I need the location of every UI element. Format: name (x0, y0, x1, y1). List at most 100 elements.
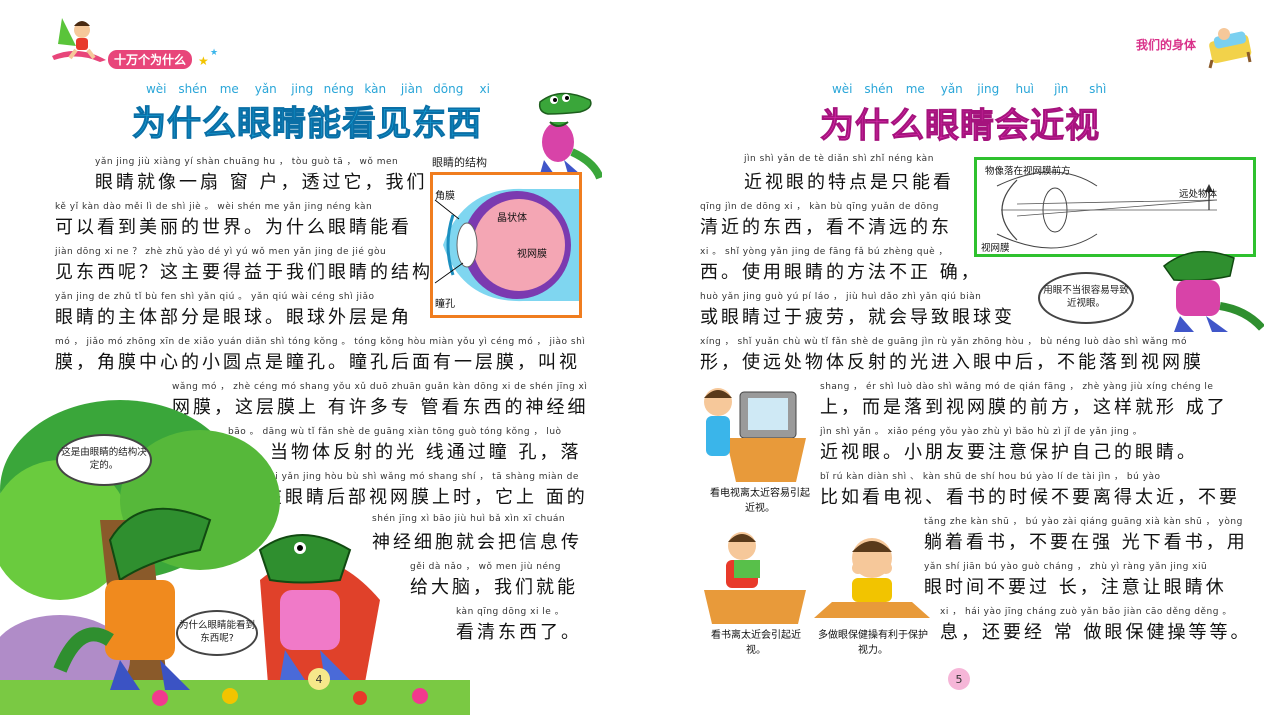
kid-reading-illustration (704, 532, 806, 624)
label-pupil: 瞳孔 (435, 299, 455, 310)
title-pinyin-syllable: me (905, 82, 925, 96)
kid-eye-exercise-illustration (814, 538, 930, 618)
caption-tv: 看电视离太近容易引起近视。 (710, 488, 810, 514)
myopia-diagram: 物像落在视网膜前方 远处物体 视网膜 (974, 157, 1256, 257)
pinyin-line: yǎn jing de zhǔ tǐ bù fen shì yǎn qiú 。 … (55, 292, 375, 302)
title-pinyin-syllable: huì (1015, 82, 1035, 96)
text-line: xi ， hái yào jīng cháng zuò yǎn bǎo jiàn… (940, 604, 1251, 644)
kid-watching-tv-illustration (704, 388, 806, 482)
series-title: 十万个为什么 (108, 50, 193, 69)
hanzi-line: 近视眼的特点是只能看 (744, 172, 954, 193)
pinyin-line: gěi dà nǎo ， wǒ men jiù néng (410, 562, 561, 572)
label-retina: 视网膜 (517, 249, 547, 260)
title-pinyin-syllable: kàn (364, 82, 387, 96)
speech-bubble: 这是由眼睛的结构决定的。 (56, 434, 152, 486)
title-pinyin: wèi shén me yǎn jing néng kàn jiàn dōng xi (138, 82, 503, 96)
text-line: jìn shì yǎn 。 xiǎo péng yǒu yào zhù yì b… (820, 424, 1198, 464)
pinyin-line: huò yǎn jing guò yú pí láo ， jiù huì dǎo… (700, 292, 982, 302)
forest-crocodiles-illustration (0, 400, 470, 715)
section-badge: 我们的身体 (1136, 20, 1256, 70)
pinyin-line: kě yǐ kàn dào měi lì de shì jiè 。 wèi sh… (55, 202, 373, 212)
hanzi-line: 神经细胞就会把信息传 (372, 532, 582, 553)
title-pinyin-syllable: shì (1089, 82, 1107, 96)
text-line: shén jīng xì bāo jiù huì bǎ xìn xī chuán… (372, 514, 582, 554)
hanzi-line: 网膜，这层膜上 有许多专 管看东西的神经细 (172, 397, 589, 418)
text-line: bǐ rú kàn diàn shì 、 kàn shū de shí hou … (820, 469, 1240, 509)
hanzi-line: 可以看到美丽的世界。为什么眼睛能看 (55, 217, 412, 238)
pinyin-line: yǎn shí jiān bú yào guò cháng ， zhù yì r… (924, 562, 1208, 572)
hanzi-line: 眼时间不要过 长，注意让眼睛休 (924, 577, 1227, 598)
hanzi-line: 眼睛的主体部分是眼球。眼球外层是角 (55, 307, 412, 328)
title-pinyin-syllable: shén (178, 82, 208, 96)
title-pinyin-syllable: wèi (145, 82, 167, 96)
text-line: huò yǎn jing guò yú pí láo ， jiù huì dǎo… (700, 289, 1015, 329)
text-line: kě yǐ kàn dào měi lì de shì jiè 。 wèi sh… (55, 199, 412, 239)
star-icon: ★ (210, 48, 219, 58)
hanzi-line: 形，使远处物体反射的光进入眼中后，不能落到视网膜 (700, 352, 1204, 373)
text-line: yǎn shí jiān bú yào guò cháng ， zhù yì r… (924, 559, 1227, 599)
title-pinyin-syllable: jing (291, 82, 314, 96)
title-pinyin-syllable: me (219, 82, 239, 96)
diagram-caption: 物像落在视网膜前方 (985, 166, 1071, 177)
surfing-kid-icon (52, 18, 106, 62)
pinyin-line: kàn qīng dōng xi le 。 (456, 607, 565, 617)
text-line: yǎn jing jiù xiàng yí shàn chuāng hu ， t… (95, 154, 427, 194)
title-pinyin-syllable: jìn (1054, 82, 1069, 96)
title-pinyin-syllable: xi (479, 82, 490, 96)
hanzi-line: 比如看电视、看书的时候不要离得太近，不要 (820, 487, 1240, 508)
label-lens: 晶状体 (497, 213, 527, 224)
pinyin-line: bǐ rú kàn diàn shì 、 kàn shū de shí hou … (820, 472, 1161, 482)
pinyin-line: xi 。 shǐ yòng yǎn jing de fāng fǎ bú zhè… (700, 247, 949, 257)
pinyin-line: wǎng mó ， zhè céng mó shang yǒu xǔ duō z… (172, 382, 588, 392)
text-line: kàn qīng dōng xi le 。看清东西了。 (456, 604, 582, 644)
pinyin-line: xi ， hái yào jīng cháng zuò yǎn bǎo jiàn… (940, 607, 1232, 617)
title-pinyin-syllable: wèi (831, 82, 853, 96)
text-line: tǎng zhe kàn shū ， bú yào zài qiáng guān… (924, 514, 1248, 554)
hanzi-line: 息，还要经 常 做眼保健操等等。 (940, 622, 1252, 643)
speech-bubble: 用眼不当很容易导致近视眼。 (1038, 272, 1134, 324)
star-icon: ★ (198, 54, 209, 68)
hanzi-line: 西。使用眼睛的方法不正 确， (700, 262, 982, 283)
pinyin-line: jìn shì yǎn de tè diǎn shì zhǐ néng kàn (744, 154, 934, 164)
text-line: bāo 。 dāng wù tǐ fǎn shè de guāng xiàn t… (228, 424, 581, 464)
title-pinyin-syllable: jiàn (400, 82, 423, 96)
hanzi-line: 近视眼。小朋友要注意保护自己的眼睛。 (820, 442, 1198, 463)
title-pinyin: wèi shén me yǎn jing huì jìn shì (824, 82, 1116, 96)
crocodile-illustration (538, 92, 602, 180)
text-line: jiàn dōng xi ne ？ zhè zhǔ yào dé yì yú w… (55, 244, 454, 284)
caption-book: 看书离太近会引起近视。 (711, 630, 801, 656)
pinyin-line: zài yǎn jing hòu bù shì wǎng mó shang sh… (264, 472, 579, 482)
title-pinyin-syllable: jing (977, 82, 1000, 96)
hanzi-line: 见东西呢？这主要得益于我们眼睛的结构。 (55, 262, 454, 283)
text-line: zài yǎn jing hòu bù shì wǎng mó shang sh… (264, 469, 588, 509)
text-line: shang ， ér shì luò dào shì wǎng mó de qi… (820, 379, 1228, 419)
pinyin-line: shang ， ér shì luò dào shì wǎng mó de qi… (820, 382, 1214, 392)
pinyin-line: shén jīng xì bāo jiù huì bǎ xìn xī chuán (372, 514, 566, 524)
section-title: 我们的身体 (1136, 38, 1197, 52)
series-badge: 十万个为什么 ★ ★ (48, 14, 219, 69)
hanzi-line: 眼睛就像一扇 窗 户，透过它，我们 (95, 172, 428, 193)
hanzi-line: 在眼睛后部视网膜上时，它上 面的 (264, 487, 588, 508)
page-number: 5 (948, 668, 970, 690)
pinyin-line: bāo 。 dāng wù tǐ fǎn shè de guāng xiàn t… (228, 427, 562, 437)
hanzi-line: 或眼睛过于疲劳，就会导致眼球变 (700, 307, 1015, 328)
hanzi-line: 膜，角膜中心的小圆点是瞳孔。瞳孔后面有一层膜，叫视 (55, 352, 580, 373)
hanzi-line: 清近的东西，看不清远的东 (700, 217, 952, 238)
page-number: 4 (308, 668, 330, 690)
title-pinyin-syllable: néng (323, 82, 354, 96)
speech-bubble: 为什么眼睛能看到东西呢? (176, 610, 258, 656)
pinyin-line: xíng ， shǐ yuǎn chù wù tǐ fǎn shè de guā… (700, 337, 1187, 347)
text-line: wǎng mó ， zhè céng mó shang yǒu xǔ duō z… (172, 379, 588, 419)
right-page: 我们的身体 wèi shén me yǎn jing huì jìn shì 为什么眼睛会近视… (640, 0, 1280, 715)
hanzi-line: 躺着看书，不要在强 光下看书，用 (924, 532, 1248, 553)
text-line: xi 。 shǐ yòng yǎn jing de fāng fǎ bú zhè… (700, 244, 982, 284)
eye-diagram-graphic (434, 188, 579, 302)
page-title: 为什么眼睛能看见东西 (132, 104, 482, 145)
diagram-caption: 眼睛的结构 (432, 156, 487, 169)
left-page: 十万个为什么 ★ ★ wèi shén me yǎn jing néng kàn jiàn dō… (0, 14, 602, 715)
pinyin-line: qīng jìn de dōng xi ， kàn bù qīng yuǎn d… (700, 202, 939, 212)
myopia-diagram-graphic (996, 171, 1218, 249)
text-line: xíng ， shǐ yuǎn chù wù tǐ fǎn shè de guā… (700, 334, 1204, 374)
label-far-object: 远处物体 (1179, 189, 1218, 200)
title-pinyin-syllable: shén (864, 82, 894, 96)
